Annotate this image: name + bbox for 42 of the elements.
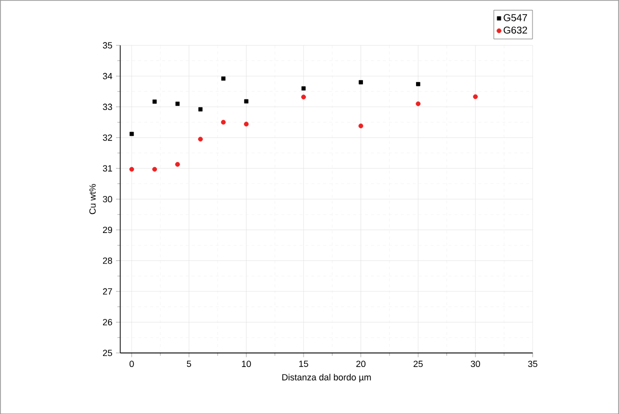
y-tick-label: 27: [102, 288, 112, 294]
y-tick-label: 34: [102, 72, 112, 80]
point: [129, 166, 134, 172]
x-tick-label: 0: [130, 360, 134, 367]
point: [130, 132, 134, 136]
point: [175, 162, 180, 167]
point: [301, 86, 306, 90]
point: [152, 166, 158, 172]
y-tick-label: 33: [102, 104, 112, 110]
y-axis-title: Cu wt%: [89, 184, 96, 214]
y-tick-label: 30: [102, 196, 112, 202]
x-axis-title: Distanza dal bordo µm: [282, 374, 371, 382]
point: [301, 94, 306, 100]
y-tick-label: 28: [102, 257, 112, 264]
point: [175, 102, 180, 106]
x-tick-label: 30: [470, 360, 480, 367]
point: [221, 76, 226, 81]
x-tick-label: 5: [186, 360, 192, 367]
y-tick-label: 25: [102, 350, 112, 356]
point: [198, 136, 203, 142]
y-tick-label: 31: [102, 165, 112, 172]
y-tick-label: 32: [102, 134, 112, 141]
point: [358, 123, 364, 128]
x-tick-label: 25: [414, 360, 423, 367]
point: [244, 99, 248, 104]
point: [358, 80, 363, 84]
point: [416, 101, 421, 106]
y-tick-label: 26: [102, 318, 112, 326]
y-tick-label: 35: [102, 42, 112, 48]
x-tick-label: 10: [242, 360, 251, 367]
point: [198, 107, 203, 112]
x-tick-label: 20: [356, 360, 366, 367]
y-tick-label: 29: [102, 226, 112, 233]
point: [244, 122, 249, 126]
legend-label: G547: [504, 14, 528, 22]
point: [473, 94, 478, 99]
point: [416, 82, 420, 86]
x-tick-label: 15: [299, 360, 308, 367]
x-tick-label: 35: [528, 360, 538, 367]
point: [220, 120, 226, 124]
point: [152, 99, 157, 104]
legend-label: G632: [504, 26, 528, 34]
